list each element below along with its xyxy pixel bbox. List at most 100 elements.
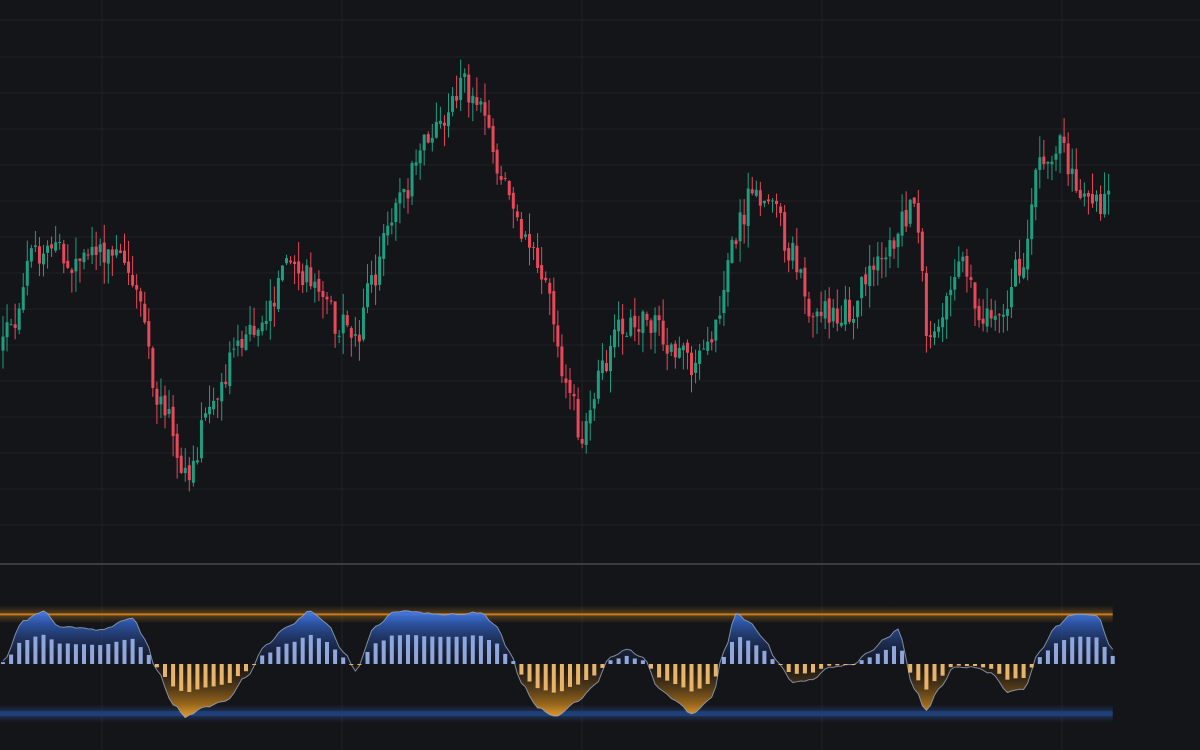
- candle-body: [839, 322, 843, 326]
- candle-body: [981, 318, 985, 324]
- histogram-bar: [697, 664, 702, 689]
- candle-body: [240, 338, 244, 348]
- histogram-bar: [227, 664, 232, 683]
- histogram-bar: [794, 664, 799, 674]
- candle-body: [337, 335, 341, 337]
- candle-body: [1005, 308, 1009, 316]
- candle-body: [657, 315, 661, 321]
- candle-body: [661, 320, 665, 345]
- candle-body: [232, 348, 236, 350]
- candle-body: [892, 240, 896, 249]
- candle-body: [1090, 193, 1094, 204]
- candle-body: [114, 249, 118, 256]
- histogram-bar: [106, 643, 111, 664]
- candle-body: [374, 274, 378, 286]
- candle-body: [398, 192, 402, 204]
- histogram-bar: [187, 664, 192, 693]
- candle-body: [694, 363, 698, 373]
- candle-body: [224, 381, 228, 385]
- candle-body: [702, 348, 706, 350]
- candle-body: [580, 438, 584, 444]
- candle-body: [131, 274, 135, 286]
- candle-body: [949, 289, 953, 296]
- histogram-bar: [1102, 646, 1107, 664]
- histogram-bar: [130, 638, 135, 664]
- candle-body: [86, 254, 90, 256]
- candle-body: [297, 261, 301, 274]
- candle-body: [1014, 259, 1017, 287]
- candle-body: [807, 298, 811, 317]
- candle-body: [179, 455, 183, 473]
- candle-body: [313, 281, 317, 288]
- histogram-bar: [632, 658, 637, 664]
- candle-body: [827, 298, 831, 323]
- histogram-bar: [762, 650, 767, 664]
- candle-body: [1001, 314, 1005, 317]
- candle-body: [523, 234, 527, 237]
- histogram-bar: [649, 664, 653, 669]
- candle-body: [471, 95, 475, 104]
- candle-body: [268, 300, 272, 322]
- histogram-bar: [470, 635, 475, 664]
- candle-body: [1046, 161, 1050, 164]
- histogram-bar: [341, 657, 346, 664]
- histogram-bar: [721, 656, 726, 664]
- candle-body: [438, 120, 442, 124]
- candle-body: [596, 370, 600, 399]
- candle-body: [463, 73, 467, 78]
- candle-body: [714, 319, 718, 341]
- candle-body: [536, 247, 540, 268]
- candle-body: [912, 197, 916, 204]
- oscillator-area-negative: [3, 664, 1113, 718]
- candle-body: [783, 212, 787, 251]
- candle-body: [325, 296, 329, 300]
- candle-body: [811, 316, 815, 318]
- candle-body: [1038, 157, 1042, 170]
- candle-body: [1054, 153, 1058, 160]
- candle-body: [961, 256, 965, 262]
- histogram-bar: [325, 641, 329, 664]
- candle-body: [564, 378, 568, 383]
- candle-body: [54, 242, 58, 251]
- candle-body: [1058, 135, 1062, 154]
- candle-body: [507, 181, 511, 196]
- candle-body: [382, 233, 386, 259]
- histogram-bar: [1110, 655, 1115, 664]
- histogram-bar: [1037, 657, 1042, 664]
- candle-body: [1074, 169, 1078, 191]
- candle-body: [1022, 267, 1026, 278]
- candle-body: [900, 211, 904, 236]
- candle-body: [1066, 143, 1070, 175]
- histogram-bar: [600, 664, 605, 668]
- candle-body: [519, 219, 523, 239]
- candle-body: [1034, 169, 1038, 208]
- histogram-bar: [964, 664, 969, 667]
- candle-body: [775, 200, 779, 205]
- histogram-bar: [997, 664, 1002, 674]
- histogram-bar: [527, 664, 532, 682]
- candle-body: [588, 410, 592, 424]
- candle-body: [163, 395, 167, 416]
- histogram-bar: [989, 664, 994, 669]
- histogram-bar: [163, 664, 167, 677]
- candle-body: [70, 269, 74, 273]
- candle-body: [9, 324, 13, 326]
- candle-body: [985, 308, 989, 327]
- candle-body: [625, 335, 629, 337]
- candle-body: [451, 96, 455, 112]
- histogram-bar: [867, 657, 872, 664]
- histogram-bar: [284, 643, 289, 664]
- candle-body: [187, 465, 191, 481]
- histogram-bar: [746, 640, 751, 664]
- histogram-bar: [738, 637, 743, 664]
- candle-body: [795, 245, 799, 273]
- candle-body: [390, 222, 394, 226]
- histogram-bar: [487, 639, 491, 664]
- histogram-bar: [438, 636, 443, 664]
- candle-body: [544, 277, 548, 281]
- histogram-bar: [705, 664, 710, 685]
- candle-body: [965, 255, 969, 277]
- candle-body: [888, 240, 892, 257]
- candle-body: [548, 282, 552, 294]
